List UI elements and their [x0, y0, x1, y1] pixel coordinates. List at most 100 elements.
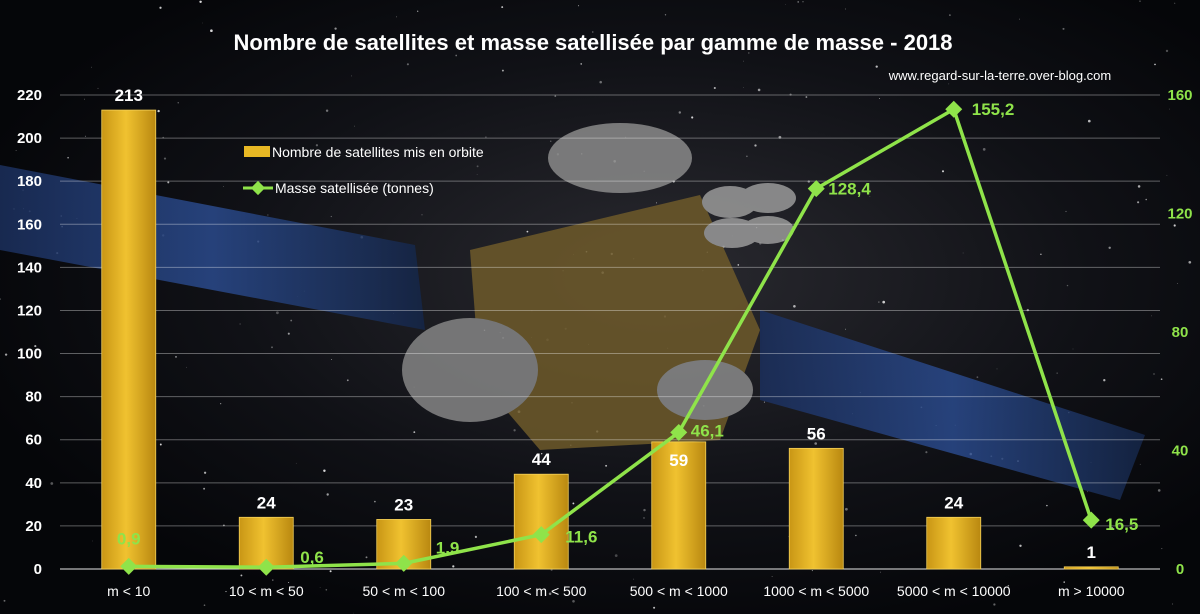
star: [1087, 119, 1091, 123]
bar-value-label: 59: [669, 451, 688, 470]
star: [925, 451, 928, 454]
star: [1062, 27, 1065, 30]
antenna-small-2: [740, 183, 796, 213]
y-axis-left: 0 20 40 60 80 100 120 140 160 180 200 220: [17, 87, 42, 578]
star: [550, 140, 552, 142]
star: [572, 599, 575, 603]
star: [465, 152, 467, 154]
star: [1063, 581, 1065, 583]
star: [50, 482, 54, 485]
y-left-tick-label: 20: [25, 518, 42, 535]
y-left-tick-label: 120: [17, 302, 42, 319]
star: [592, 31, 594, 33]
y-left-tick-label: 160: [17, 216, 42, 233]
star: [805, 96, 808, 98]
star: [1019, 18, 1020, 20]
line-value-label: 155,2: [972, 100, 1015, 119]
antenna-dish-top: [548, 123, 692, 193]
star: [91, 66, 92, 68]
x-axis-ticks: m < 10 10 < m < 50 50 < m < 100 100 < m < 5…: [107, 583, 1125, 599]
star: [1139, 0, 1141, 2]
star: [177, 102, 179, 104]
y-right-tick-label: 40: [1172, 443, 1189, 460]
star: [1065, 210, 1067, 213]
line-value-label: 128,4: [828, 180, 871, 199]
star: [754, 144, 757, 147]
star: [1188, 260, 1192, 264]
star: [882, 300, 886, 304]
star: [396, 16, 398, 18]
bar-series: [101, 109, 1119, 570]
line-series: [120, 100, 1100, 576]
star: [1019, 544, 1022, 547]
star: [599, 80, 602, 84]
star: [949, 14, 951, 16]
line-marker: [120, 557, 138, 575]
line-path: [128, 107, 1093, 569]
star: [737, 264, 740, 266]
star: [315, 144, 319, 147]
star: [4, 353, 8, 356]
star: [325, 109, 329, 112]
y-left-tick-label: 80: [25, 389, 42, 406]
star: [1154, 63, 1156, 66]
star: [878, 97, 880, 99]
bar: [1063, 566, 1119, 570]
line-marker: [807, 180, 825, 198]
star: [159, 6, 162, 9]
star: [653, 606, 656, 609]
bar-value-label: 24: [257, 493, 276, 512]
star: [802, 1, 804, 3]
star: [844, 328, 846, 330]
y-right-tick-label: 120: [1167, 206, 1192, 223]
star: [1046, 504, 1048, 507]
line-value-label: 0,9: [117, 529, 141, 548]
star: [203, 604, 206, 606]
line-value-label: 11,6: [565, 528, 597, 547]
star: [0, 298, 1, 300]
star: [1169, 108, 1170, 110]
star: [1151, 315, 1152, 317]
star: [788, 46, 790, 48]
star: [1153, 373, 1155, 375]
star: [157, 109, 160, 113]
line-marker: [532, 526, 550, 544]
star: [664, 14, 667, 16]
star: [643, 508, 646, 512]
star: [743, 60, 744, 62]
star: [614, 554, 618, 557]
star: [541, 453, 543, 455]
star: [554, 95, 557, 97]
star: [267, 214, 269, 216]
source-url: www.regard-sur-la-terre.over-blog.com: [888, 68, 1112, 83]
star: [1165, 49, 1169, 53]
star: [572, 502, 575, 505]
star: [365, 556, 368, 559]
star: [1087, 491, 1088, 493]
y-left-tick-label: 100: [17, 346, 42, 363]
star: [3, 599, 6, 602]
star: [1026, 308, 1029, 312]
bar-value-label: 44: [532, 450, 551, 469]
line-marker: [945, 100, 963, 118]
star: [202, 22, 203, 24]
star: [643, 517, 645, 519]
star: [1171, 603, 1174, 605]
star: [548, 592, 552, 596]
star: [976, 376, 979, 379]
star: [1173, 224, 1176, 227]
star: [1137, 185, 1141, 188]
star: [280, 150, 283, 152]
star: [175, 356, 177, 358]
star: [167, 181, 170, 184]
star: [855, 534, 857, 537]
star: [271, 346, 273, 349]
star: [1166, 174, 1168, 176]
star: [1103, 379, 1106, 382]
star: [1157, 489, 1161, 492]
star: [501, 69, 504, 72]
star: [290, 319, 293, 322]
x-tick-label: m > 10000: [1058, 583, 1125, 599]
star: [996, 368, 998, 370]
